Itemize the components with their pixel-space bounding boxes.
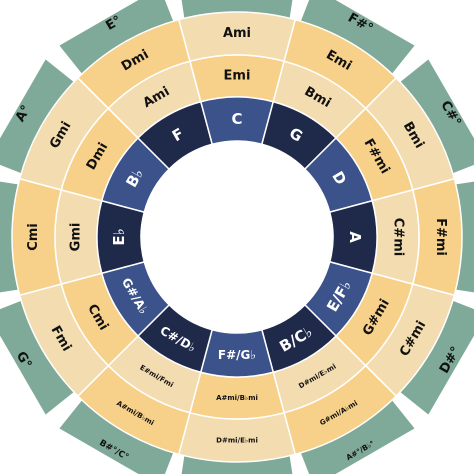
minor-inner-label: A#mi/B♭mi [216, 394, 258, 402]
dim-label: A° [13, 103, 34, 125]
major-key-label: F#/G♭ [218, 348, 256, 362]
minor-outer-label: F#mi [433, 218, 448, 256]
major-key-label: A [346, 231, 364, 243]
minor-outer-label: Cmi [26, 223, 41, 251]
major-key-label: E♭ [110, 228, 128, 245]
major-key-label: C [231, 110, 242, 128]
minor-inner-label: Gmi [69, 223, 84, 252]
minor-inner-label: Emi [224, 69, 251, 84]
major-cell [136, 100, 214, 171]
minor-outer-label: Ami [223, 26, 251, 41]
dim-label: E° [103, 13, 124, 34]
minor-outer-cell [76, 18, 191, 110]
dim-label: G° [13, 349, 35, 371]
minor-inner-label: C#mi [391, 218, 406, 256]
minor-outer-label: D#mi/E♭mi [216, 437, 258, 445]
